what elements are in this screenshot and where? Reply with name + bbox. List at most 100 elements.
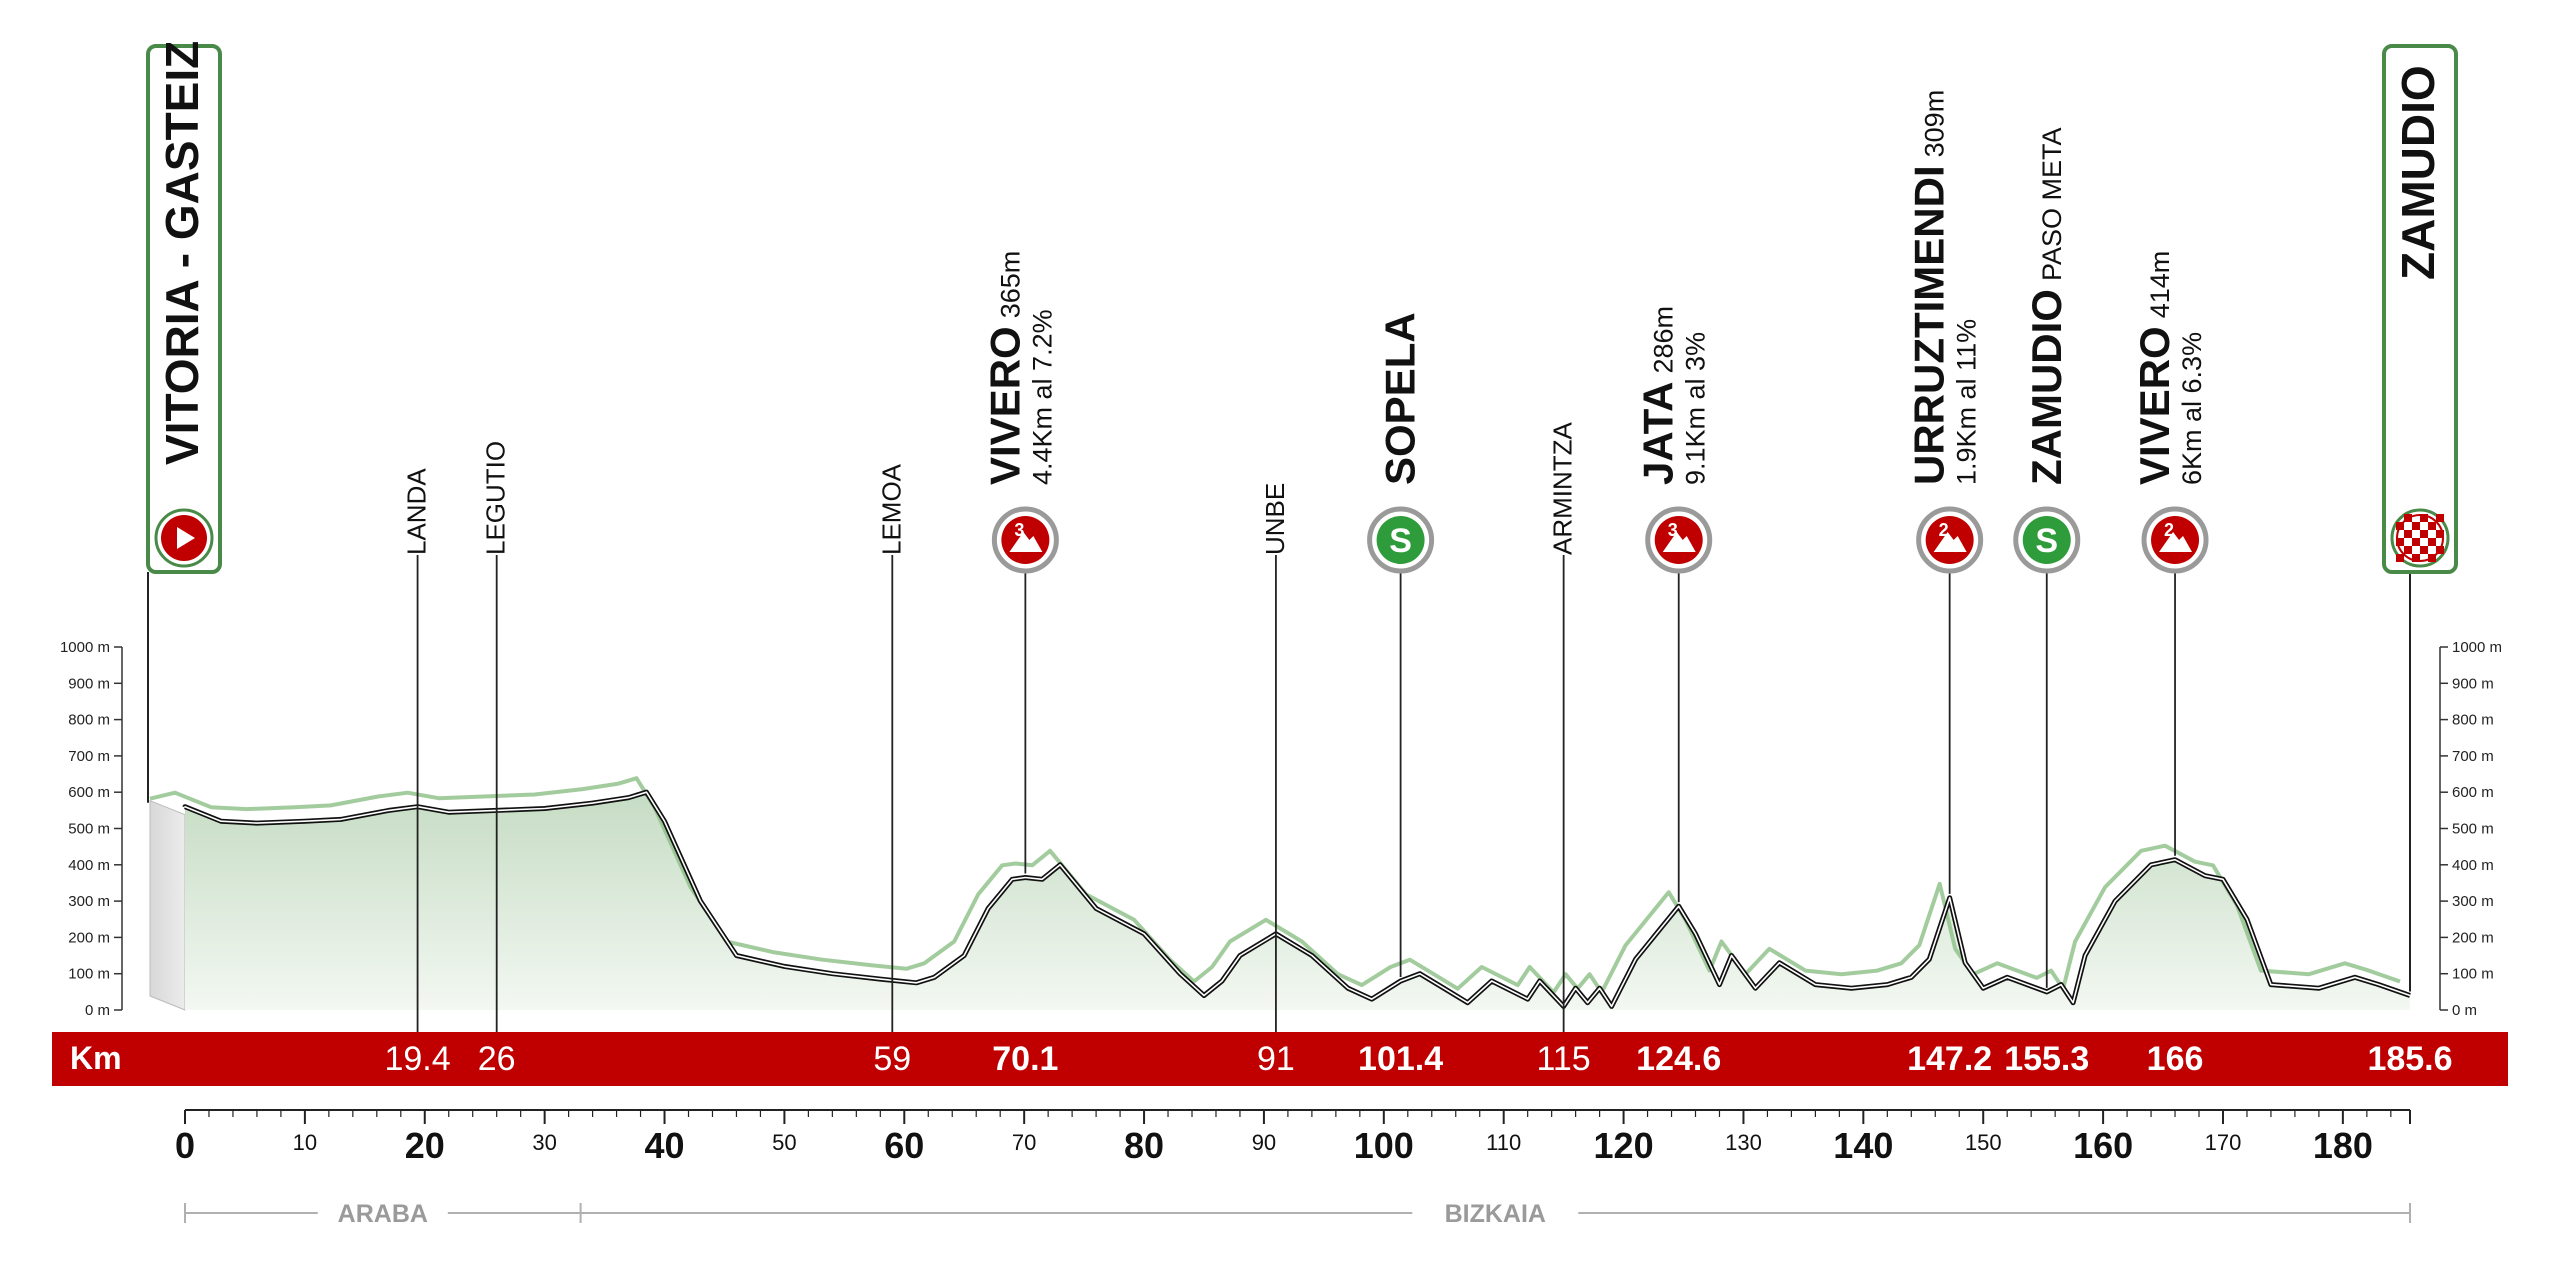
x-tick-label: 80 (1124, 1125, 1164, 1166)
checker-square (2428, 522, 2436, 530)
finish-town-label: ZAMUDIO (2392, 65, 2444, 280)
x-tick-label: 30 (532, 1130, 556, 1155)
y-tick-label-left: 300 m (68, 893, 110, 910)
y-tick-label-right: 500 m (2452, 821, 2494, 838)
y-tick-label-left: 500 m (68, 821, 110, 838)
x-tick-label: 110 (1486, 1130, 1521, 1155)
checker-square (2396, 554, 2404, 562)
climb-category: 2 (1939, 520, 1949, 540)
km-band-label: Km (70, 1040, 122, 1076)
waypoint-detail: 286m (1649, 306, 1679, 374)
finish-icon (2396, 514, 2444, 562)
checker-square (2420, 514, 2428, 522)
town-label: LANDA (402, 468, 432, 555)
elevation-area (149, 776, 2411, 1011)
region-bar: ARABA BIZKAIA (184, 1200, 2411, 1228)
y-tick-label-right: 300 m (2452, 893, 2494, 910)
icon-disc (1376, 516, 1425, 564)
checker-square (2420, 530, 2428, 538)
km-band-value: 19.4 (384, 1040, 450, 1078)
y-tick-label-left: 200 m (68, 929, 110, 946)
waypoint-name: SOPELA (1377, 312, 1424, 485)
finish-frame (2382, 44, 2458, 574)
km-band-value: 26 (478, 1040, 516, 1078)
waypoint-labels: VITORIA - GASTEIZ LANDA LEGUTIO LEMOA VIVERO… (146, 41, 2458, 574)
waypoint-8: JATA286m 9.1Km al 3% (1635, 306, 1711, 485)
y-tick-label-right: 200 m (2452, 929, 2494, 946)
town-label: ARMINTZA (1548, 421, 1578, 555)
y-tick-label-right: 400 m (2452, 857, 2494, 874)
y-tick-label-left: 100 m (68, 966, 110, 983)
y-tick-label-right: 700 m (2452, 748, 2494, 765)
waypoint-5: UNBE (1260, 483, 1290, 555)
mountain-shape (1933, 532, 1967, 552)
x-tick-label: 180 (2313, 1125, 2373, 1166)
x-tick-label: 0 (175, 1125, 195, 1166)
y-tick-label-right: 600 m (2452, 784, 2494, 801)
km-band-value: 185.6 (2367, 1040, 2452, 1078)
x-tick-label: 120 (1594, 1125, 1654, 1166)
y-tick-label-right: 1000 m (2452, 639, 2502, 656)
checker-square (2412, 554, 2420, 562)
y-tick-label-left: 0 m (85, 1002, 110, 1019)
x-tick-label: 70 (1012, 1130, 1036, 1155)
waypoint-name: VIVERO414m (2131, 251, 2178, 485)
y-tick-label-right: 900 m (2452, 675, 2494, 692)
x-tick-label: 100 (1354, 1125, 1414, 1166)
sprint-icon: S (2013, 506, 2081, 574)
climb-category: 3 (1668, 520, 1678, 540)
waypoint-detail2: 4.4Km al 7.2% (1027, 309, 1057, 485)
waypoint-name: JATA286m (1635, 306, 1682, 485)
town-label: LEMOA (876, 463, 906, 555)
profile-side-block (149, 799, 186, 1011)
x-tick-label: 130 (1725, 1130, 1762, 1155)
climb-category: 2 (2164, 520, 2174, 540)
x-tick-label: 60 (884, 1125, 924, 1166)
checker-square (2396, 538, 2404, 546)
waypoint-detail: 414m (2145, 251, 2175, 319)
region-label: ARABA (338, 1200, 428, 1228)
x-tick-label: 10 (293, 1130, 317, 1155)
waypoint-name: URRUZTIMENDI309m (1906, 90, 1953, 485)
x-tick-label: 90 (1252, 1130, 1276, 1155)
town-label: LEGUTIO (481, 441, 511, 555)
km-band-value: 124.6 (1636, 1040, 1721, 1078)
play-icon (177, 527, 195, 549)
km-band-value: 91 (1257, 1040, 1295, 1078)
waypoint-name: VIVERO365m (981, 251, 1028, 485)
start-town-label: VITORIA - GASTEIZ (156, 41, 208, 465)
town-label: UNBE (1260, 483, 1290, 555)
x-tick-label: 170 (2205, 1130, 2242, 1155)
waypoint-detail: 365m (995, 251, 1025, 319)
km-band-value: 115 (1537, 1040, 1591, 1078)
y-axis-right: 0 m 100 m 200 m 300 m 400 m 500 m 600 m 700 m 80… (2439, 639, 2502, 1019)
waypoint-3: LEMOA (876, 463, 906, 555)
x-tick-label: 20 (405, 1125, 445, 1166)
mountain-shape (2159, 532, 2193, 552)
checker-square (2404, 546, 2412, 554)
x-tick-label: 50 (772, 1130, 796, 1155)
elevation-line-highlight (184, 791, 2411, 1008)
km-band-value: 70.1 (992, 1040, 1058, 1078)
y-tick-label-left: 400 m (68, 857, 110, 874)
km-band-value: 101.4 (1358, 1040, 1443, 1078)
km-band (52, 1032, 2508, 1086)
y-tick-label-right: 0 m (2452, 1002, 2477, 1019)
icon-disc (2022, 516, 2071, 564)
elevation-fill (185, 792, 2410, 1010)
y-tick-label-left: 800 m (68, 712, 110, 729)
waypoint-2: LEGUTIO (481, 441, 511, 555)
checker-square (2428, 538, 2436, 546)
sprint-letter: S (1389, 522, 1412, 560)
km-band-values: 19.4 26 59 70.1 91 101.4 115 124.6 147.2 155.3 166… (384, 1040, 2452, 1078)
waypoint-detail2: 1.9Km al 11% (1952, 319, 1982, 485)
sprint-letter: S (2035, 522, 2058, 560)
x-axis: 0 10 20 30 40 50 60 70 80 90 100 110 120 130 140 150 160… (175, 1109, 2411, 1166)
checker-square (2404, 530, 2412, 538)
y-axis-left: 0 m 100 m 200 m 300 m 400 m 500 m 600 m 700 m 80… (60, 639, 123, 1019)
waypoint-7: ARMINTZA (1548, 421, 1578, 555)
